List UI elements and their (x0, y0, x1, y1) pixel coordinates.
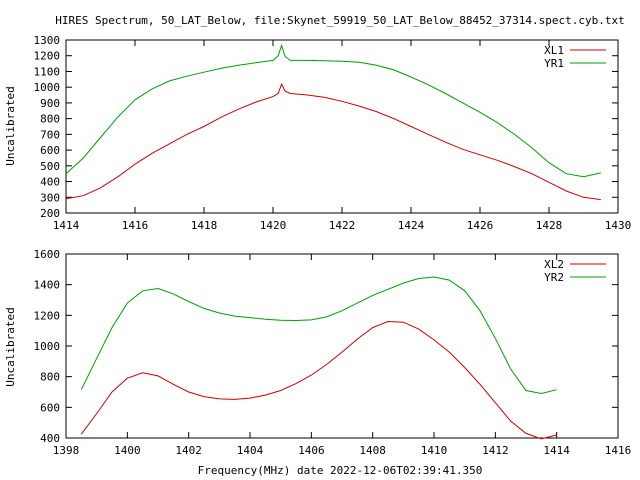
legend-label: YR1 (544, 57, 564, 70)
y-tick-label: 1200 (34, 309, 61, 322)
x-tick-label: 1400 (114, 444, 141, 457)
x-axis-label: Frequency(MHz) date 2022-12-06T02:39:41.… (198, 464, 483, 477)
x-tick-label: 1414 (543, 444, 570, 457)
x-tick-label: 1404 (237, 444, 264, 457)
x-tick-label: 1430 (605, 219, 632, 232)
x-tick-label: 1398 (53, 444, 80, 457)
x-tick-label: 1412 (482, 444, 509, 457)
x-tick-label: 1424 (398, 219, 425, 232)
y-tick-label: 200 (40, 207, 60, 220)
y-tick-label: 700 (40, 128, 60, 141)
x-tick-label: 1414 (53, 219, 80, 232)
x-tick-label: 1420 (260, 219, 287, 232)
y-tick-label: 300 (40, 191, 60, 204)
top-panel: 200 300 400 500 600 700 800 900 1000 1100 1200 1300… (4, 34, 631, 232)
legend-label: YR2 (544, 271, 564, 284)
y-tick-label: 1400 (34, 279, 61, 292)
y-tick-label: 600 (40, 401, 60, 414)
x-tick-label: 1426 (467, 219, 494, 232)
y-axis-label: Uncalibrated (4, 86, 17, 165)
plot-frame (65, 253, 619, 439)
x-tick-label: 1410 (421, 444, 448, 457)
x-tick-label: 1416 (605, 444, 632, 457)
x-tick-label: 1416 (122, 219, 149, 232)
y-tick-label: 1000 (34, 81, 61, 94)
x-tick-label: 1402 (175, 444, 202, 457)
x-tick-label: 1406 (298, 444, 325, 457)
y-axis-label: Uncalibrated (4, 307, 17, 386)
plot-frame (65, 39, 619, 214)
series-line-xl2 (80, 320, 557, 440)
x-tick-label: 1428 (536, 219, 563, 232)
y-tick-label: 1100 (34, 65, 61, 78)
bottom-panel: 400 600 800 1000 1200 1400 1600 1398 1400 1402 140… (4, 248, 631, 457)
legend-label: XL2 (544, 258, 564, 271)
y-tick-label: 600 (40, 144, 60, 157)
y-tick-label: 800 (40, 113, 60, 126)
y-tick-label: 400 (40, 432, 60, 445)
y-tick-label: 1000 (34, 340, 61, 353)
y-tick-label: 800 (40, 371, 60, 384)
series-line-xl1 (65, 82, 601, 201)
y-tick-label: 1300 (34, 34, 61, 47)
chart-title: HIRES Spectrum, 50_LAT_Below, file:Skyne… (55, 14, 625, 27)
x-tick-label: 1408 (359, 444, 386, 457)
series-line-yr1 (65, 43, 601, 178)
series-line-yr2 (80, 276, 557, 395)
legend-label: XL1 (544, 44, 564, 57)
y-tick-label: 500 (40, 160, 60, 173)
x-tick-label: 1418 (191, 219, 218, 232)
y-tick-label: 1600 (34, 248, 61, 261)
y-tick-label: 400 (40, 176, 60, 189)
y-tick-label: 1200 (34, 50, 61, 63)
x-tick-label: 1422 (329, 219, 356, 232)
y-tick-label: 900 (40, 97, 60, 110)
